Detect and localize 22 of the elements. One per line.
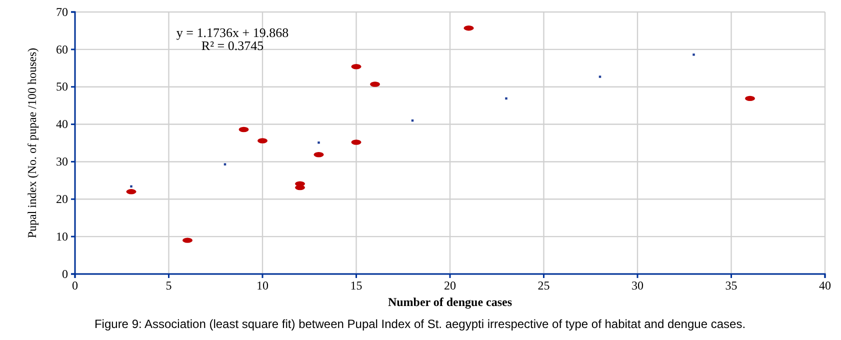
y-tick-label: 70 xyxy=(56,4,68,19)
x-axis-title: Number of dengue cases xyxy=(388,295,512,309)
y-tick-label: 40 xyxy=(56,117,68,132)
x-tick-label: 25 xyxy=(538,278,550,293)
y-tick-label: 20 xyxy=(56,192,68,206)
x-tick-label: 0 xyxy=(72,278,78,293)
y-tick-label: 60 xyxy=(56,42,68,56)
x-tick-label: 35 xyxy=(725,278,738,293)
x-tick-label: 15 xyxy=(350,278,362,293)
annotation: R² = 0.3745 xyxy=(201,38,264,54)
y-tick-label: 10 xyxy=(56,229,68,244)
x-tick-label: 5 xyxy=(166,278,172,293)
x-tick-label: 10 xyxy=(256,278,268,293)
y-axis-title: Pupal index (No. of pupae /100 houses) xyxy=(25,48,39,238)
x-tick-label: 30 xyxy=(632,278,644,293)
caption: Figure 9: Association (least square fit) between Pupal Index of St. aegypti irrespective of type of habitat and dengue cases. xyxy=(94,317,746,331)
y-tick-label: 50 xyxy=(56,80,68,94)
y-tick-label: 0 xyxy=(62,266,68,281)
x-tick-label: 40 xyxy=(819,278,831,293)
y-tick-label: 30 xyxy=(56,154,68,169)
x-tick-label: 20 xyxy=(444,278,456,293)
annotation: y = 1.1736x + 19.868 xyxy=(176,25,289,40)
